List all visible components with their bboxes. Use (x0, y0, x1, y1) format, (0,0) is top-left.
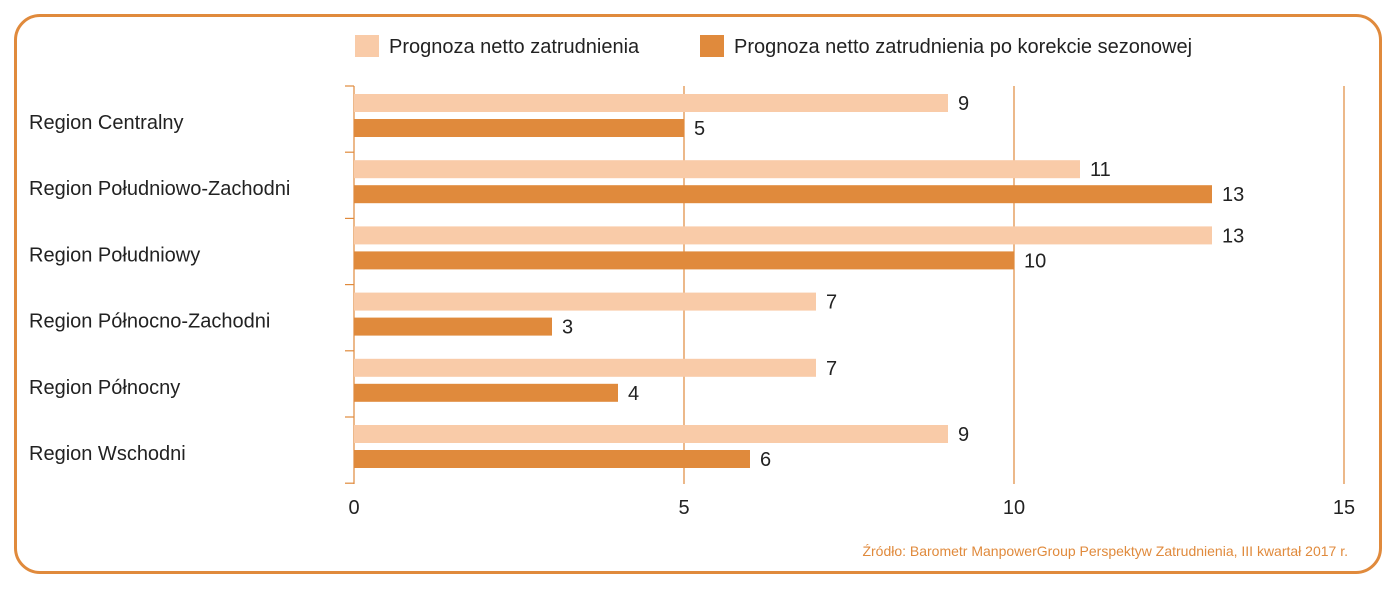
labels: Region Centralny 9 5 Region Południowo-Zach… (29, 93, 1244, 471)
bar-1-1 (354, 185, 1212, 204)
x-tick-label: 5 (678, 497, 689, 519)
x-tick-label: 0 (348, 497, 359, 519)
bar-0-2 (354, 226, 1212, 245)
bar-1-2 (354, 251, 1014, 270)
x-tick-label: 10 (1003, 497, 1025, 519)
bars (354, 94, 1212, 468)
data-label: 11 (1090, 159, 1111, 181)
data-label: 3 (562, 317, 573, 339)
legend-swatch-0 (355, 35, 379, 57)
category-label: Region Północno-Zachodni (29, 311, 270, 333)
category-label: Region Południowy (29, 244, 200, 266)
bar-0-1 (354, 160, 1080, 179)
legend-swatch-1 (700, 35, 724, 57)
data-label: 7 (826, 358, 837, 380)
bar-1-5 (354, 450, 750, 468)
legend-label-1: Prognoza netto zatrudnienia po korekcie … (734, 36, 1192, 58)
data-label: 6 (760, 449, 771, 471)
legend-label-0: Prognoza netto zatrudnienia (389, 36, 640, 58)
data-label: 4 (628, 383, 639, 405)
bar-1-3 (354, 317, 552, 336)
bar-0-3 (354, 292, 816, 311)
bar-0-5 (354, 425, 948, 443)
data-label: 5 (694, 118, 705, 140)
bar-0-0 (354, 94, 948, 112)
bar-0-4 (354, 358, 816, 377)
x-tick-label: 15 (1333, 497, 1355, 519)
legend: Prognoza netto zatrudnienia Prognoza nett… (355, 35, 1192, 58)
grid: 0 5 10 15 (345, 85, 1355, 519)
category-label: Region Północny (29, 377, 180, 399)
bar-1-4 (354, 383, 618, 402)
data-label: 10 (1024, 250, 1046, 272)
data-label: 13 (1222, 225, 1244, 247)
data-label: 9 (958, 424, 969, 446)
bar-1-0 (354, 119, 684, 137)
data-label: 9 (958, 93, 969, 115)
category-label: Region Centralny (29, 112, 184, 134)
category-label: Region Wschodni (29, 443, 186, 465)
category-label: Region Południowo-Zachodni (29, 178, 290, 200)
source-note: Źródło: Barometr ManpowerGroup Perspekty… (862, 543, 1348, 559)
data-label: 7 (826, 292, 837, 314)
data-label: 13 (1222, 184, 1244, 206)
